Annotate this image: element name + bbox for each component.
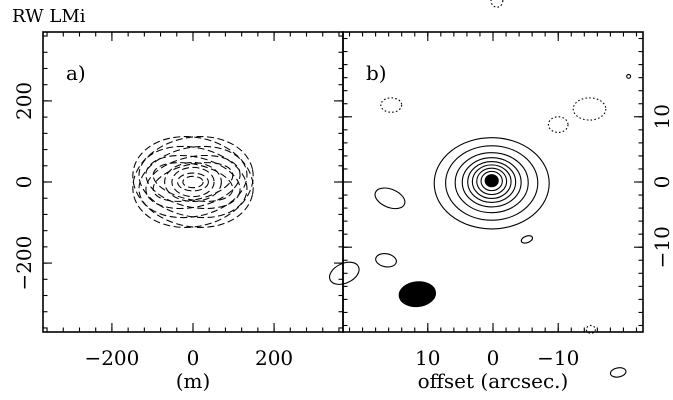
panel-a-y-tick-label: 200 <box>12 82 36 120</box>
panel-a-xlabel: (m) <box>176 369 211 393</box>
uv-track <box>132 136 254 228</box>
panel-b-contours <box>328 0 632 378</box>
negative-contour <box>547 116 569 133</box>
panel-a-x-tick-label: 0 <box>187 346 200 370</box>
uv-track <box>177 172 209 192</box>
panel-a-x-tick-label: 200 <box>255 346 293 370</box>
panel-b-frame <box>342 31 644 333</box>
panel-b: 10 0 −10 10 0 −10 b) offset (arcsec.) <box>328 0 673 393</box>
panel-b-x-tick-label: −10 <box>537 346 579 370</box>
source-peak <box>485 174 499 187</box>
source-contour <box>471 164 512 200</box>
panel-b-xlabel: offset (arcsec.) <box>418 369 569 393</box>
source-contour <box>445 145 539 221</box>
positive-contour <box>626 73 632 79</box>
panel-a-x-tick-label: −200 <box>84 346 139 370</box>
uv-track <box>145 154 241 210</box>
positive-contour <box>375 253 397 268</box>
uv-track <box>132 136 254 228</box>
panel-a-y-tick-label: 0 <box>12 176 36 189</box>
positive-contour <box>328 261 360 285</box>
source-contour <box>454 152 529 214</box>
panel-b-x-tick-label: 0 <box>487 346 500 370</box>
uv-track <box>138 145 248 219</box>
panel-b-y-tick-label: −10 <box>650 226 673 268</box>
uv-track <box>138 145 248 219</box>
panel-a-tracks <box>132 136 254 228</box>
negative-contour <box>572 97 607 121</box>
source-contour <box>467 161 517 203</box>
positive-contour <box>520 235 534 244</box>
uv-track <box>164 162 222 202</box>
source-contour <box>476 167 508 196</box>
source-contour <box>433 137 550 230</box>
uv-track <box>145 154 241 210</box>
positive-contour <box>374 187 406 210</box>
uv-track <box>152 162 234 202</box>
panel-a: −200 0 200 −200 0 200 a) (m) <box>12 31 344 393</box>
panel-a-y-tick-label: −200 <box>12 236 36 291</box>
negative-contour <box>490 0 504 8</box>
panel-a-label: a) <box>66 61 86 85</box>
panel-b-label: b) <box>366 61 387 85</box>
negative-contour <box>380 97 403 113</box>
uv-track <box>152 162 234 202</box>
figure-title: RW LMi <box>12 6 86 27</box>
negative-contour <box>585 324 596 334</box>
panel-b-y-tick-label: 0 <box>650 176 673 189</box>
source-contour <box>480 170 503 192</box>
uv-track <box>171 166 215 198</box>
filled-contour <box>398 281 437 308</box>
source-contour <box>461 157 522 208</box>
panel-b-y-tick-label: 10 <box>650 104 673 129</box>
positive-contour <box>609 367 627 378</box>
panel-a-ticks: −200 0 200 −200 0 200 <box>12 32 343 370</box>
panel-b-ticks: 10 0 −10 10 0 −10 <box>343 32 673 370</box>
panel-b-x-tick-label: 10 <box>415 346 440 370</box>
uv-track <box>182 175 204 189</box>
panel-a-frame <box>42 31 344 333</box>
